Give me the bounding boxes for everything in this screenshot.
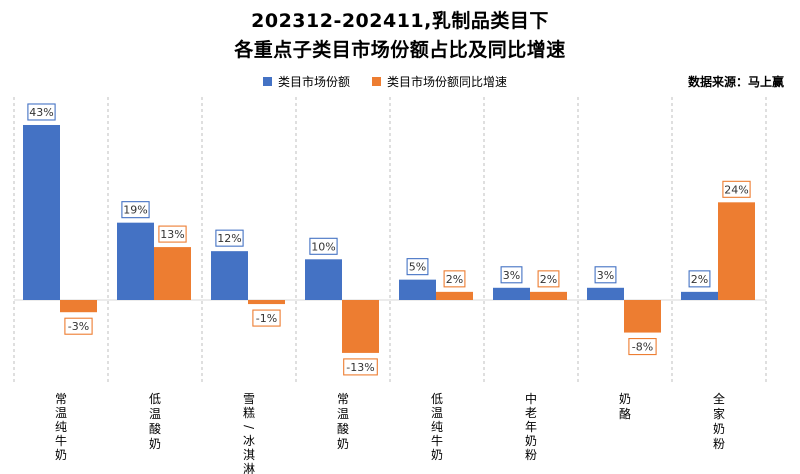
category-label-7-char: 粉 [713, 437, 725, 451]
category-label-6-char: 酪 [619, 406, 631, 421]
category-label-3-char: 奶 [337, 437, 349, 451]
category-label-4-char: 低 [431, 392, 443, 406]
data-label-box-share-3 [309, 237, 338, 255]
category-label-3-char: 酸 [337, 421, 349, 436]
category-label-2-char: / [242, 425, 256, 430]
category-label-7-char: 家 [713, 406, 725, 421]
category-label-4-char: 纯 [431, 420, 443, 434]
data-label-share-1: 19% [123, 204, 147, 217]
category-label-0-char: 常 [55, 392, 67, 406]
data-label-box-share-1 [121, 201, 150, 219]
category-label-1-char: 温 [149, 407, 161, 421]
category-label-5-char: 年 [525, 420, 537, 434]
data-label-box-growth-7 [722, 180, 751, 198]
bar-growth-5 [530, 291, 567, 300]
category-label-2-char: 糕 [243, 406, 255, 420]
category-label-2-char: 冰 [243, 434, 255, 448]
bar-growth-2 [248, 300, 285, 305]
legend-swatch-growth [372, 77, 382, 86]
data-label-growth-5: 2% [540, 273, 557, 286]
legend-item-growth: 类目市场份额同比增速 [372, 73, 507, 90]
category-label-0-char: 纯 [55, 420, 67, 434]
data-label-box-growth-0 [64, 317, 93, 335]
data-label-growth-1: 13% [160, 228, 184, 241]
category-label-1-char: 低 [149, 392, 161, 406]
data-label-growth-0: -3% [68, 320, 89, 333]
data-label-box-growth-2 [252, 309, 281, 327]
bar-growth-7 [718, 202, 755, 300]
category-label-7-char: 奶 [713, 422, 725, 436]
legend-swatch-share [263, 77, 272, 86]
category-label-7-char: 全 [713, 391, 725, 406]
data-label-share-3: 10% [311, 240, 335, 253]
category-label-5-char: 老 [525, 406, 537, 420]
data-label-box-growth-1 [158, 225, 187, 243]
data-label-growth-2: -1% [256, 312, 277, 325]
bar-share-5 [493, 287, 530, 300]
category-label-2-char: 雪 [243, 392, 255, 406]
data-label-share-6: 3% [597, 269, 614, 282]
category-label-6-char: 奶 [619, 392, 631, 406]
data-label-box-share-7 [688, 270, 711, 288]
data-label-box-share-4 [406, 258, 429, 276]
legend-label-share: 类目市场份额 [278, 75, 351, 89]
legend: 类目市场份额 类目市场份额同比增速 [263, 73, 529, 90]
data-label-growth-6: -8% [632, 341, 653, 354]
bar-share-6 [587, 287, 624, 300]
data-label-box-growth-5 [537, 270, 560, 288]
data-label-growth-4: 2% [446, 273, 463, 286]
data-label-box-growth-4 [443, 270, 466, 288]
category-label-1-char: 酸 [149, 421, 161, 436]
data-label-box-share-2 [215, 229, 244, 247]
data-label-share-2: 12% [217, 232, 241, 245]
category-label-5-char: 中 [525, 391, 537, 406]
bar-growth-0 [60, 300, 97, 313]
data-label-box-share-6 [594, 266, 617, 284]
data-label-box-share-5 [500, 266, 523, 284]
bar-share-2 [211, 251, 248, 300]
bar-share-3 [305, 259, 342, 300]
bar-growth-6 [624, 300, 661, 333]
data-label-share-7: 2% [691, 273, 708, 286]
data-label-box-growth-3 [343, 358, 378, 376]
data-label-growth-3: -13% [346, 361, 374, 374]
data-label-share-4: 5% [409, 261, 426, 274]
category-label-3-char: 温 [337, 407, 349, 421]
category-label-2-char: 淇 [243, 448, 255, 462]
data-label-box-share-0 [27, 103, 56, 121]
category-label-0-char: 牛 [55, 433, 67, 448]
category-label-4-char: 牛 [431, 433, 443, 448]
chart-title-line1: 202312-202411,乳制品类目下 [251, 10, 549, 32]
category-label-0-char: 温 [55, 406, 67, 420]
category-label-4-char: 温 [431, 406, 443, 420]
category-label-0-char: 奶 [55, 448, 67, 462]
bar-share-4 [399, 279, 436, 300]
legend-label-growth: 类目市场份额同比增速 [387, 75, 508, 89]
data-label-share-0: 43% [29, 106, 53, 119]
bar-growth-4 [436, 291, 473, 300]
category-label-5-char: 奶 [525, 434, 537, 448]
data-label-growth-7: 24% [724, 183, 748, 196]
bar-growth-3 [342, 300, 379, 353]
bar-share-1 [117, 222, 154, 300]
category-label-5-char: 粉 [525, 448, 537, 462]
category-label-2-char: 淋 [243, 462, 255, 474]
bar-growth-1 [154, 247, 191, 300]
category-label-1-char: 奶 [149, 437, 161, 451]
data-source: 数据来源：马上赢 [687, 75, 784, 89]
chart-title-line2: 各重点子类目市场份额占比及同比增速 [234, 39, 566, 61]
bar-share-0 [23, 124, 60, 301]
data-label-box-growth-6 [628, 338, 657, 356]
bar-share-7 [681, 291, 718, 300]
category-label-4-char: 奶 [431, 448, 443, 462]
legend-item-share: 类目市场份额 [263, 73, 350, 90]
category-label-3-char: 常 [337, 392, 349, 406]
data-label-share-5: 3% [503, 269, 520, 282]
